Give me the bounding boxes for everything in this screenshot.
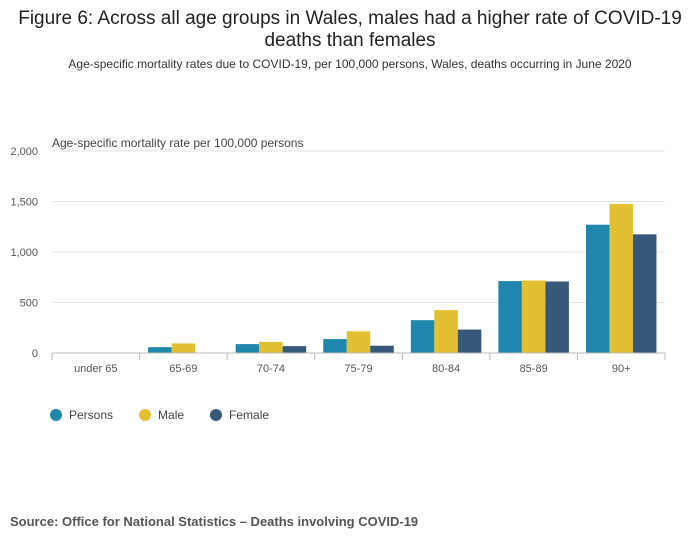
bar-persons-4 bbox=[410, 320, 435, 353]
legend-swatch-male bbox=[139, 409, 152, 421]
bar-female-5 bbox=[545, 281, 569, 353]
x-axis: under 65 65-69 70-74 75-79 80-84 85-89 90+ bbox=[51, 352, 666, 375]
legend-item-persons[interactable]: Persons bbox=[50, 408, 113, 422]
bar-persons-2 bbox=[235, 344, 260, 353]
bar-male-5 bbox=[521, 280, 546, 353]
legend: Persons Male Female bbox=[50, 408, 295, 422]
gridlines bbox=[52, 150, 665, 303]
bar-female-6 bbox=[632, 234, 657, 353]
x-tick-label: 75-79 bbox=[344, 363, 372, 375]
y-tick-label: 2,000 bbox=[10, 146, 38, 158]
legend-label-persons: Persons bbox=[69, 408, 114, 422]
x-tick-label: under 65 bbox=[74, 363, 117, 375]
legend-item-female[interactable]: Female bbox=[210, 408, 269, 422]
y-tick-label: 500 bbox=[20, 298, 38, 310]
y-tick-label: 1,000 bbox=[10, 247, 38, 259]
chart-subtitle: Age-specific mortality rates due to COVI… bbox=[68, 57, 632, 71]
y-tick-label: 0 bbox=[32, 348, 38, 360]
bar-male-6 bbox=[609, 204, 633, 353]
bar-male-2 bbox=[259, 341, 283, 353]
bar-persons-1 bbox=[148, 347, 172, 353]
x-tick-label: 70-74 bbox=[257, 363, 285, 375]
bar-female-4 bbox=[457, 329, 482, 353]
source-note: Source: Office for National Statistics –… bbox=[10, 514, 419, 529]
x-tick-label: 90+ bbox=[612, 363, 631, 375]
legend-label-female: Female bbox=[229, 408, 270, 422]
bar-male-1 bbox=[171, 343, 196, 353]
bar-persons-3 bbox=[323, 339, 347, 353]
bar-persons-6 bbox=[585, 224, 610, 353]
x-tick-label: 65-69 bbox=[169, 363, 197, 375]
bar-persons-5 bbox=[498, 281, 522, 353]
legend-swatch-female bbox=[210, 409, 223, 421]
bar-male-4 bbox=[434, 310, 458, 353]
y-tick-label: 1,500 bbox=[10, 197, 38, 209]
legend-label-male: Male bbox=[158, 408, 185, 422]
bars bbox=[60, 204, 657, 353]
bar-female-3 bbox=[370, 345, 394, 353]
y-axis-label: Age-specific mortality rate per 100,000 … bbox=[52, 136, 304, 150]
chart-title: Figure 6: Across all age groups in Wales… bbox=[18, 8, 682, 51]
x-tick-label: 85-89 bbox=[520, 363, 548, 375]
x-tick-label: 80-84 bbox=[432, 363, 460, 375]
bar-chart: 0 500 1,000 1,500 2,000 under 65 65-69 70-74 75… bbox=[10, 146, 666, 375]
y-axis-ticks: 0 500 1,000 1,500 2,000 bbox=[10, 146, 38, 360]
legend-item-male[interactable]: Male bbox=[139, 408, 184, 422]
bar-male-3 bbox=[346, 331, 371, 353]
legend-swatch-persons bbox=[50, 409, 62, 421]
bar-female-2 bbox=[282, 346, 307, 353]
